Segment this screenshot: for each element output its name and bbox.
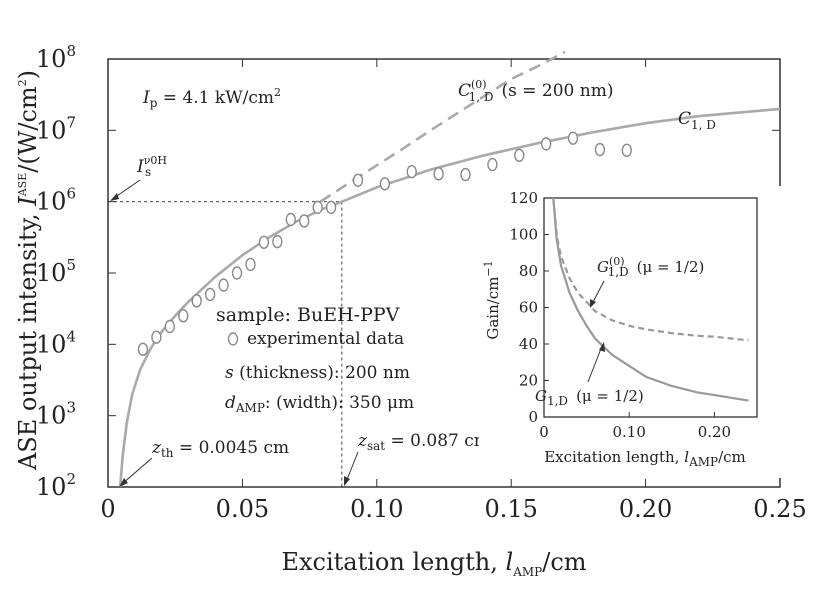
data-point [218, 278, 229, 292]
x-tick-label: 0.25 [753, 495, 806, 523]
y-tick-label: 108 [36, 42, 76, 73]
inset-g1-arrow [587, 345, 603, 383]
y-tick-label: 104 [36, 327, 76, 358]
data-point [325, 200, 337, 215]
x-tick-label: 0.05 [216, 495, 269, 523]
data-point [487, 157, 498, 172]
data-point [285, 212, 296, 227]
x-tick-label: 0.20 [619, 495, 672, 523]
inset-x-tick-label: 0.20 [698, 423, 731, 441]
inset-y-tick-label: 60 [519, 299, 538, 317]
saturation-intensity-label: Iν0H s [136, 154, 167, 179]
data-point [433, 167, 444, 181]
data-point [299, 214, 310, 228]
x-tick-label: 0.15 [484, 495, 537, 523]
c0-curve-label: C(0) 1, D (s = 200 nm) [458, 78, 613, 104]
y-axis-title: ASE output intensity, IASE/(W/cm2) [14, 70, 42, 471]
data-point [379, 177, 391, 191]
data-point [272, 234, 283, 249]
data-point [151, 330, 162, 344]
legend-label-experimental: experimental data [247, 329, 404, 349]
zsat-arrow [345, 451, 359, 483]
x-axis-title: Excitation length, lAMP/cm [281, 548, 586, 579]
data-point [312, 200, 323, 215]
data-point [406, 165, 417, 179]
x-tick-label: 0 [100, 495, 115, 523]
isat-arrow [113, 179, 141, 199]
data-point [245, 257, 256, 272]
inset-x-tick-label: 0 [539, 423, 549, 441]
y-tick-label: 106 [36, 185, 76, 216]
data-point [514, 148, 525, 163]
inset-y-tick-label: 100 [509, 226, 538, 244]
pump-intensity-label: Ip = 4.1 kW/cm2 [142, 86, 281, 110]
inset-y-tick-label: 80 [519, 262, 538, 280]
data-point [137, 342, 149, 357]
inset-y-tick-label: 120 [509, 189, 538, 207]
inset-g1-curve [552, 198, 749, 402]
thickness-label: s (thickness): 200 nm [225, 363, 410, 383]
inset-g1-label: G1,D (μ = 1/2) [535, 387, 644, 408]
inset-plot: 0 20 40 60 80 100 120 0 0.10 0.20 [509, 189, 749, 441]
data-point [460, 167, 471, 182]
inset-g0-curve [552, 198, 749, 342]
inset-g0-label: G(0) 1,D (μ = 1/2) [597, 255, 704, 279]
inset-g0-arrow [591, 280, 605, 305]
isat-arrowhead [110, 193, 119, 201]
inset-y-tick-label: 40 [519, 335, 538, 353]
data-point [231, 266, 243, 280]
inset-y-tick-label: 0 [528, 408, 538, 426]
data-point [352, 173, 364, 187]
y-tick-label: 107 [36, 113, 76, 144]
zth-arrowhead [119, 478, 128, 487]
inset-y-axis-title: Gain/cm−1 [482, 260, 502, 339]
zsat-arrowhead [344, 476, 350, 486]
sample-label: sample: BuEH-PPV [216, 304, 400, 326]
c1-curve-label: C1, D [678, 109, 716, 132]
y-tick-label: 105 [36, 256, 76, 287]
c1-curve [118, 107, 781, 488]
data-point [164, 319, 176, 334]
data-point [594, 142, 606, 157]
inset-x-tick-label: 0.10 [612, 423, 645, 441]
inset-g0-arrowhead [590, 299, 596, 308]
zth-arrow [121, 457, 153, 485]
data-point [178, 309, 189, 323]
y-tick-label: 102 [36, 470, 76, 501]
x-tick-label: 0.10 [350, 495, 403, 523]
inset-g1-arrowhead [599, 342, 605, 352]
data-point [540, 137, 552, 151]
y-tick-label: 103 [36, 399, 76, 430]
zsat-label: zsat = 0.087 cm [357, 431, 490, 453]
data-point [204, 287, 216, 302]
zth-label: zth = 0.0045 cm [151, 438, 289, 460]
data-point [621, 143, 632, 158]
inset-y-tick-label: 20 [519, 372, 538, 390]
legend-marker-experimental [227, 332, 239, 346]
inset-background [479, 186, 781, 478]
data-point [258, 235, 270, 250]
data-point [567, 131, 579, 145]
main-plot: 0 0.05 0.10 0.15 0.20 0.25 102 103 104 105 106 107 1… [36, 42, 807, 523]
width-label: dAMP: (width): 350 μm [225, 393, 414, 415]
data-point [191, 294, 202, 308]
inset-x-axis-title: Excitation length, lAMP/cm [544, 448, 746, 469]
